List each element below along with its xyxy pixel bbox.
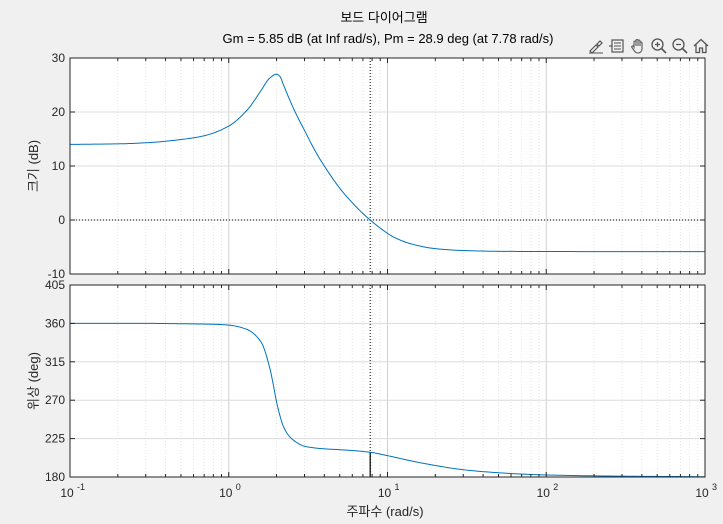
xtick-exponent: 1 xyxy=(395,482,400,492)
home-icon[interactable] xyxy=(691,36,711,56)
zoom-out-icon[interactable] xyxy=(670,36,690,56)
phase-xtick-label: 10 2 xyxy=(537,482,559,500)
pan-icon[interactable] xyxy=(628,36,648,56)
axes-toolbar xyxy=(586,36,711,56)
xtick-exponent: 3 xyxy=(712,482,717,492)
phase-ylabel: 위상 (deg) xyxy=(26,352,41,410)
xtick-exponent: 0 xyxy=(236,482,241,492)
chart-title: 보드 다이어그램 xyxy=(340,10,427,25)
phase-xtick-label: 10 0 xyxy=(219,482,241,500)
data-tips-icon[interactable] xyxy=(607,36,627,56)
magnitude-ytick-label: 0 xyxy=(58,213,65,227)
xtick-exponent: -1 xyxy=(77,482,85,492)
xtick-base: 10 xyxy=(537,486,551,500)
phase-ytick-label: 225 xyxy=(45,432,65,446)
magnitude-axes: -10 0 10 20 30 크기 (dB) xyxy=(26,51,706,281)
magnitude-ytick-label: 30 xyxy=(52,51,66,65)
phase-ytick-label: 315 xyxy=(45,355,65,369)
phase-series-line xyxy=(70,322,706,478)
brush-icon[interactable] xyxy=(586,36,606,56)
xtick-base: 10 xyxy=(60,486,74,500)
magnitude-series-line xyxy=(69,73,705,253)
magnitude-ytick-label: 10 xyxy=(52,159,66,173)
phase-ytick-label: 360 xyxy=(45,316,65,330)
magnitude-ytick-label: -10 xyxy=(48,267,66,281)
phase-xtick-label: 10 1 xyxy=(378,482,400,500)
phase-ytick-label: 180 xyxy=(45,470,65,484)
phase-xtick-label: 10 -1 xyxy=(60,482,85,500)
magnitude-ylabel: 크기 (dB) xyxy=(26,140,41,192)
magnitude-ytick-label: 20 xyxy=(52,105,66,119)
xtick-exponent: 2 xyxy=(553,482,558,492)
phase-xtick-label: 10 3 xyxy=(695,482,717,500)
xtick-base: 10 xyxy=(378,486,392,500)
magnitude-ticks: -10 0 10 20 30 xyxy=(48,51,705,281)
xtick-base: 10 xyxy=(695,486,709,500)
xtick-base: 10 xyxy=(219,486,233,500)
chart-subtitle: Gm = 5.85 dB (at Inf rad/s), Pm = 28.9 d… xyxy=(223,31,554,46)
magnitude-reference-lines xyxy=(70,58,705,274)
phase-ytick-label: 270 xyxy=(45,393,65,407)
phase-ytick-label: 405 xyxy=(45,278,65,292)
frequency-xlabel: 주파수 (rad/s) xyxy=(346,504,423,519)
zoom-in-icon[interactable] xyxy=(649,36,669,56)
